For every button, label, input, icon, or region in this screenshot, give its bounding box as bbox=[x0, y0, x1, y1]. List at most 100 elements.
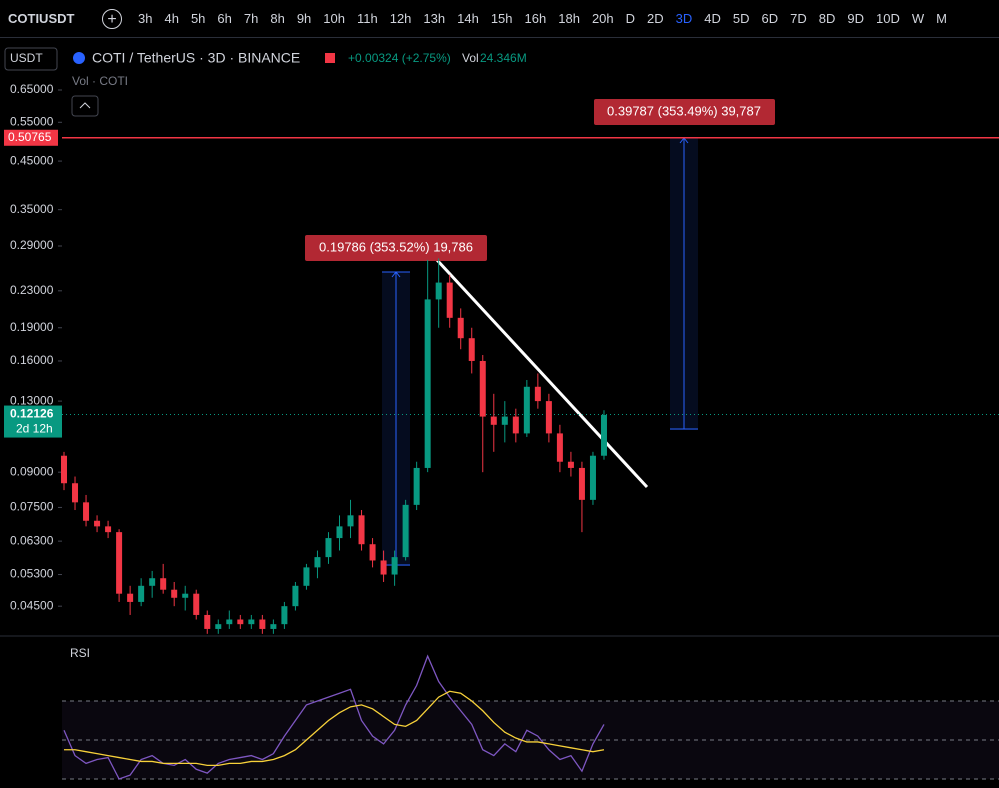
price-tick-label: 0.04500 bbox=[10, 598, 54, 612]
candle-body bbox=[237, 619, 244, 625]
candle-body bbox=[259, 619, 266, 629]
flag[interactable] bbox=[325, 53, 335, 63]
interval[interactable]: 14h bbox=[457, 11, 479, 26]
measure-label: 0.39787 (353.49%) 39,787 bbox=[607, 103, 761, 118]
interval[interactable]: 8D bbox=[818, 11, 836, 26]
interval[interactable]: 4h bbox=[164, 11, 179, 26]
candle-body bbox=[193, 593, 200, 615]
candle-body bbox=[94, 520, 101, 527]
candle-body bbox=[116, 532, 123, 594]
interval[interactable]: 4D bbox=[704, 11, 721, 26]
candle-body bbox=[402, 504, 409, 558]
candle-body bbox=[358, 515, 365, 545]
candle-body bbox=[600, 414, 607, 456]
price-tick-label: 0.05300 bbox=[10, 567, 54, 581]
interval[interactable]: 7D bbox=[790, 11, 807, 26]
interval[interactable]: 20h bbox=[591, 11, 614, 26]
candle-body bbox=[336, 526, 343, 539]
interval[interactable]: D bbox=[625, 11, 636, 26]
toolbar: COTIUSDT + 3h 4h 5h 6h 7h 8h 9h 10h 11h 12h 13h 14h… bbox=[0, 0, 999, 38]
candle-body bbox=[435, 282, 442, 300]
candle-body bbox=[325, 538, 332, 558]
interval[interactable]: 3D bbox=[675, 11, 693, 26]
interval[interactable]: 2D bbox=[647, 11, 664, 26]
interval[interactable]: 10h bbox=[323, 11, 345, 26]
interval[interactable]: 5h bbox=[190, 11, 206, 26]
candle-body bbox=[523, 386, 530, 434]
price-tick-label: 0.19000 bbox=[10, 320, 54, 334]
price-tick-label: 0.23000 bbox=[10, 283, 54, 297]
candle-body bbox=[182, 593, 189, 598]
candle-body bbox=[380, 560, 387, 575]
change: +0.00324 (+2.75%) bbox=[348, 51, 451, 65]
interval[interactable]: 9h bbox=[296, 11, 312, 26]
candle-body bbox=[556, 433, 563, 462]
candle-body bbox=[446, 282, 453, 318]
candle-body bbox=[391, 557, 398, 575]
rsi-ma-line bbox=[64, 690, 605, 766]
candle-body bbox=[226, 619, 233, 625]
candle-body bbox=[281, 606, 288, 625]
interval[interactable]: 15h bbox=[490, 11, 513, 26]
candle-body bbox=[468, 338, 475, 361]
interval[interactable]: W bbox=[911, 11, 925, 26]
interval[interactable]: 8h bbox=[270, 11, 285, 26]
countdown: 2d 12h bbox=[16, 422, 53, 436]
candle-body bbox=[83, 502, 90, 521]
interval[interactable]: 10D bbox=[876, 11, 900, 26]
chart: USDT COTI / TetherUS · 3D · BINANCE +0.0… bbox=[0, 47, 999, 780]
measure-label-box bbox=[594, 99, 775, 125]
interval[interactable]: M bbox=[936, 11, 948, 26]
measure-arrow bbox=[382, 271, 410, 566]
target-label: 0.50765 bbox=[8, 130, 52, 144]
candle-body bbox=[501, 416, 508, 425]
trendline bbox=[435, 258, 649, 489]
candle-body bbox=[171, 589, 178, 598]
interval[interactable]: 11h bbox=[356, 11, 378, 26]
interval[interactable]: 12h bbox=[389, 11, 412, 26]
candle-body bbox=[160, 578, 167, 590]
currency-box[interactable] bbox=[4, 47, 58, 71]
price-tick-label: 0.06300 bbox=[10, 533, 54, 547]
intervals: 3h 4h 5h 6h 7h 8h 9h 10h 11h 12h 13h 14h 15h 16h 18h 20… bbox=[132, 11, 953, 26]
price-tick-label: 0.55000 bbox=[10, 114, 54, 128]
measure-label: 0.19786 (353.52%) 19,786 bbox=[319, 239, 473, 254]
candle-body bbox=[457, 317, 464, 339]
collapse-icon bbox=[79, 102, 91, 109]
interval[interactable]: 9D bbox=[847, 11, 865, 26]
price-tick-label: 0.16000 bbox=[10, 353, 54, 367]
candle-body bbox=[105, 526, 112, 533]
candle-body bbox=[413, 467, 420, 505]
last-label-box bbox=[4, 405, 62, 438]
interval[interactable]: 16h bbox=[524, 11, 547, 26]
price-tick-label: 0.35000 bbox=[10, 202, 54, 216]
candle-body bbox=[534, 386, 541, 402]
candle-body bbox=[215, 624, 222, 629]
rsi-line bbox=[63, 654, 605, 780]
collapse-button[interactable] bbox=[71, 95, 99, 117]
symbol-search[interactable]: COTIUSDT bbox=[8, 11, 75, 26]
interval[interactable]: 6D bbox=[761, 11, 779, 26]
rsi-title: RSI bbox=[70, 646, 90, 660]
candle-body bbox=[490, 416, 497, 425]
candle-body bbox=[314, 557, 321, 568]
interval[interactable]: 18h bbox=[558, 11, 580, 26]
interval[interactable]: 7h bbox=[243, 11, 259, 26]
interval[interactable]: 13h bbox=[423, 11, 446, 26]
interval[interactable]: 6h bbox=[217, 11, 232, 26]
interval[interactable]: 3h bbox=[138, 11, 153, 26]
candle-body bbox=[424, 299, 431, 468]
vol-series: Vol · COTI bbox=[72, 74, 128, 88]
candle-body bbox=[61, 455, 67, 484]
interval[interactable]: 5D bbox=[732, 11, 750, 26]
candle-body bbox=[292, 585, 299, 607]
compare-button[interactable]: + bbox=[102, 8, 122, 29]
candle-body bbox=[347, 515, 354, 527]
price-tick-label: 0.45000 bbox=[10, 153, 54, 167]
measure-label-box bbox=[305, 235, 487, 261]
candle-body bbox=[204, 614, 211, 629]
candle-body bbox=[578, 467, 585, 500]
price-tick-label: 0.65000 bbox=[10, 82, 54, 96]
candle-body bbox=[127, 593, 134, 602]
